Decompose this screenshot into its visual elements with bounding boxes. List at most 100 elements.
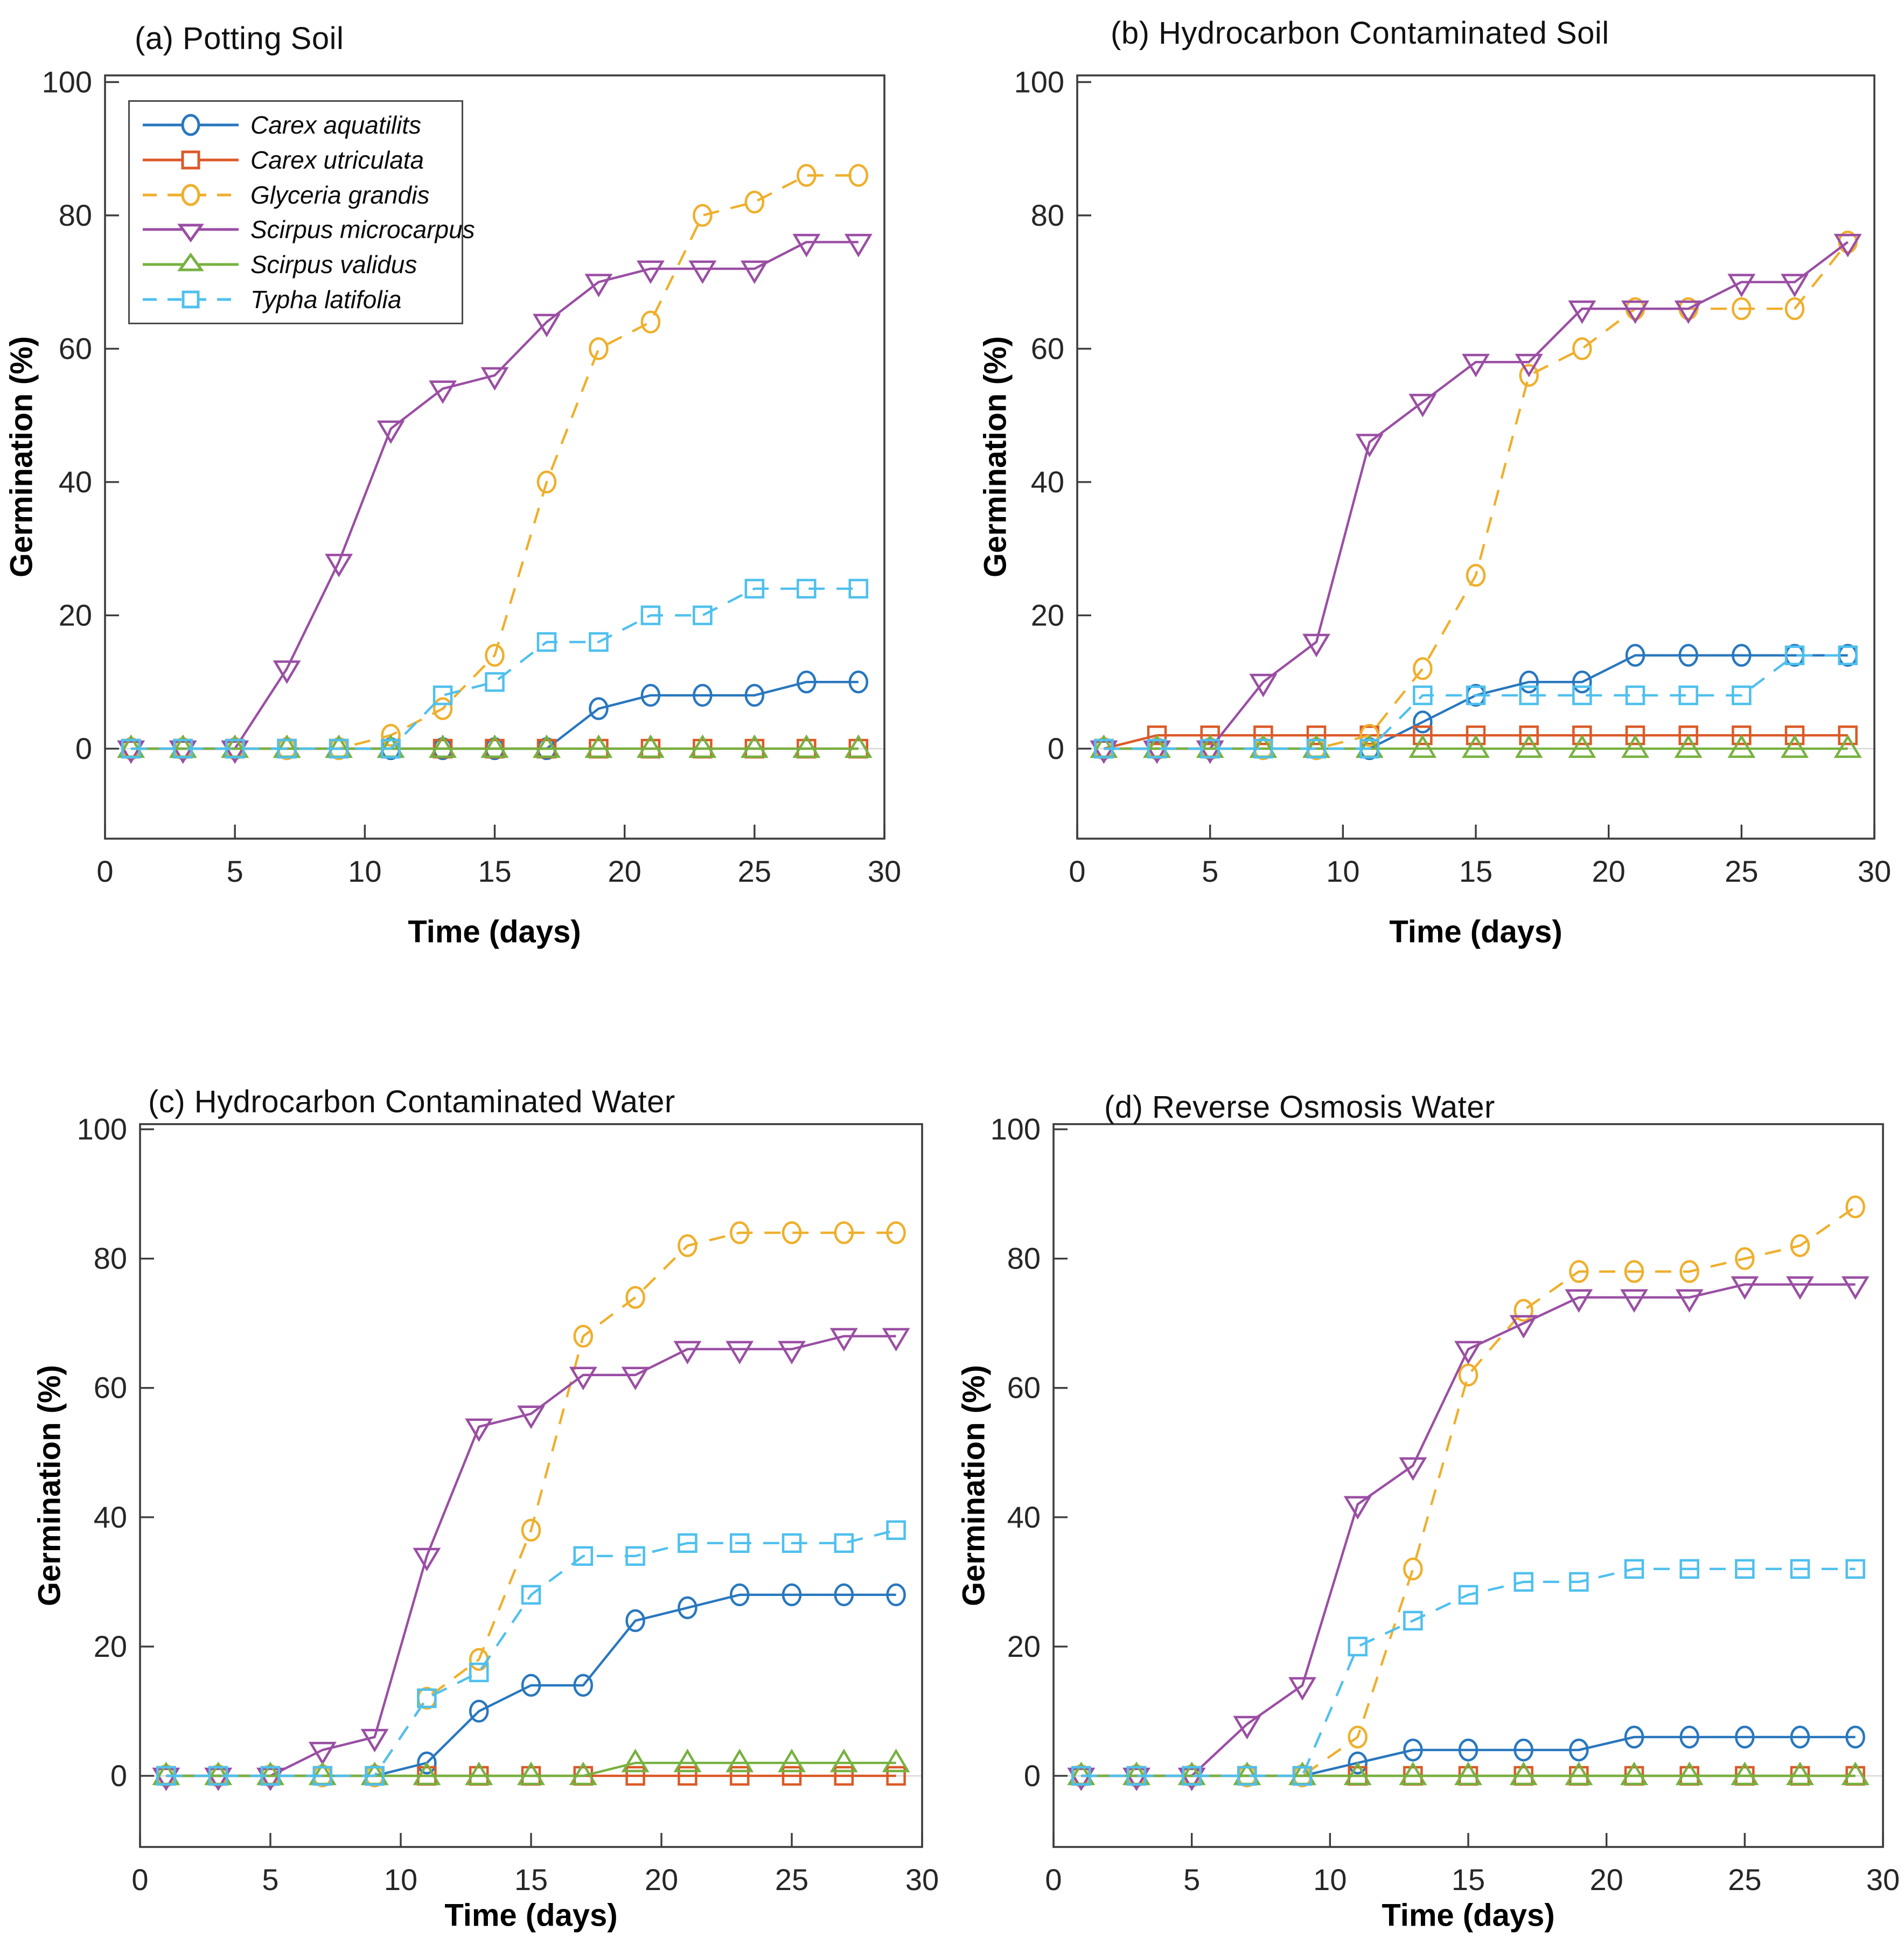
series-line <box>166 1593 896 1777</box>
data-point-marker <box>1302 633 1330 658</box>
data-point-marker <box>1403 1557 1423 1581</box>
circle-marker-icon <box>143 114 239 136</box>
data-point-marker <box>729 1221 750 1244</box>
data-point-marker <box>1413 710 1433 734</box>
data-point-marker <box>480 367 509 391</box>
data-point-marker <box>1466 685 1486 706</box>
data-point-marker <box>848 164 869 187</box>
data-point-marker <box>848 578 869 599</box>
data-point-marker <box>1833 734 1862 758</box>
data-point-marker <box>640 605 661 625</box>
data-point-marker <box>1143 740 1171 764</box>
x-tick-label: 0 <box>131 1863 148 1897</box>
data-point-marker <box>1625 644 1645 667</box>
data-point-marker <box>886 1583 906 1607</box>
data-point-marker <box>1288 1677 1316 1701</box>
data-point-marker <box>1845 1725 1865 1749</box>
data-point-marker <box>360 1728 389 1753</box>
data-point-marker <box>1126 1766 1147 1786</box>
data-point-marker <box>726 1341 754 1365</box>
data-point-marker <box>688 260 717 284</box>
data-point-marker <box>693 684 713 707</box>
data-point-marker <box>536 470 557 494</box>
data-point-marker <box>1679 1725 1699 1749</box>
data-point-marker <box>678 1533 698 1553</box>
data-point-marker <box>169 740 197 764</box>
x-tick-label: 15 <box>478 854 511 888</box>
data-point-marker <box>521 1585 541 1605</box>
series-scirpus-microcarpus <box>152 1328 910 1791</box>
data-point-marker <box>1090 740 1118 764</box>
data-point-marker <box>1572 685 1592 706</box>
data-point-marker <box>1568 734 1596 758</box>
x-tick-label: 20 <box>1590 1863 1623 1897</box>
data-point-marker <box>517 1761 545 1786</box>
data-point-marker <box>277 738 297 759</box>
panel-b-x-axis-label: Time (days) <box>1389 914 1563 950</box>
data-point-marker <box>688 734 717 758</box>
series-carex-aquatilits <box>156 1583 906 1788</box>
panel-c-title: (c) Hydrocarbon Contaminated Water <box>148 1084 675 1119</box>
data-point-marker <box>156 1766 176 1786</box>
data-point-marker <box>844 234 873 257</box>
panel-b-y-axis-label: Germination (%) <box>978 336 1013 577</box>
data-point-marker <box>1784 645 1805 665</box>
x-tick-label: 20 <box>1592 854 1626 888</box>
data-point-marker <box>1569 1738 1589 1762</box>
y-tick-label: 60 <box>1007 1371 1041 1405</box>
y-tick-label: 100 <box>77 1112 127 1146</box>
legend-item: Scirpus validus <box>140 248 456 281</box>
y-tick-label: 20 <box>59 598 92 632</box>
panel-a-title: (a) Potting Soil <box>135 21 344 56</box>
x-tick-label: 10 <box>1326 854 1359 888</box>
y-tick-label: 20 <box>1007 1629 1041 1663</box>
y-tick-label: 80 <box>1007 1242 1041 1275</box>
data-point-marker <box>1679 1559 1699 1579</box>
data-point-marker <box>882 1328 910 1352</box>
x-tick-label: 25 <box>775 1863 808 1897</box>
data-point-marker <box>260 1766 281 1786</box>
data-point-marker <box>1731 1276 1759 1300</box>
data-point-marker <box>1784 725 1805 745</box>
panel-d-y-axis-label: Germination (%) <box>956 1365 992 1606</box>
y-tick-label: 20 <box>94 1629 127 1663</box>
data-point-marker <box>376 420 405 444</box>
data-point-marker <box>1621 300 1649 324</box>
data-point-marker <box>740 260 769 284</box>
series-scirpus-microcarpus <box>117 234 873 764</box>
x-tick-label: 5 <box>227 854 243 888</box>
x-tick-label: 20 <box>608 854 641 888</box>
data-point-marker <box>1620 1289 1648 1313</box>
data-point-marker <box>433 697 453 720</box>
data-point-marker <box>1399 1761 1427 1786</box>
data-point-marker <box>744 684 765 707</box>
legend-item: Typha latifolia <box>140 283 456 316</box>
data-point-marker <box>1067 1767 1096 1791</box>
data-point-marker <box>673 1341 702 1365</box>
data-point-marker <box>778 1748 806 1773</box>
data-point-marker <box>744 578 765 599</box>
x-tick-label: 25 <box>738 854 771 888</box>
data-point-marker <box>1515 353 1543 378</box>
data-point-marker <box>1466 725 1486 745</box>
data-point-marker <box>1679 1260 1699 1283</box>
data-point-marker <box>589 632 609 652</box>
series-line <box>166 1529 897 1777</box>
data-point-marker <box>1454 1341 1482 1365</box>
data-point-marker <box>1621 734 1649 758</box>
data-point-marker <box>589 337 609 360</box>
y-tick-label: 40 <box>59 465 92 499</box>
data-point-marker <box>673 1748 702 1773</box>
data-point-marker <box>678 1234 698 1257</box>
data-point-marker <box>844 734 873 758</box>
data-point-marker <box>1413 725 1433 745</box>
data-point-marker <box>1519 685 1539 706</box>
panel-plot-d: 0 5 10 15 20 25 30 0 20 40 60 80 100 <box>991 1112 1900 1897</box>
data-point-marker <box>208 1766 228 1786</box>
series-line <box>1081 1205 1856 1777</box>
data-point-marker <box>480 734 509 758</box>
data-point-marker <box>1196 740 1224 764</box>
data-point-marker <box>381 738 401 759</box>
data-point-marker <box>465 1418 493 1442</box>
